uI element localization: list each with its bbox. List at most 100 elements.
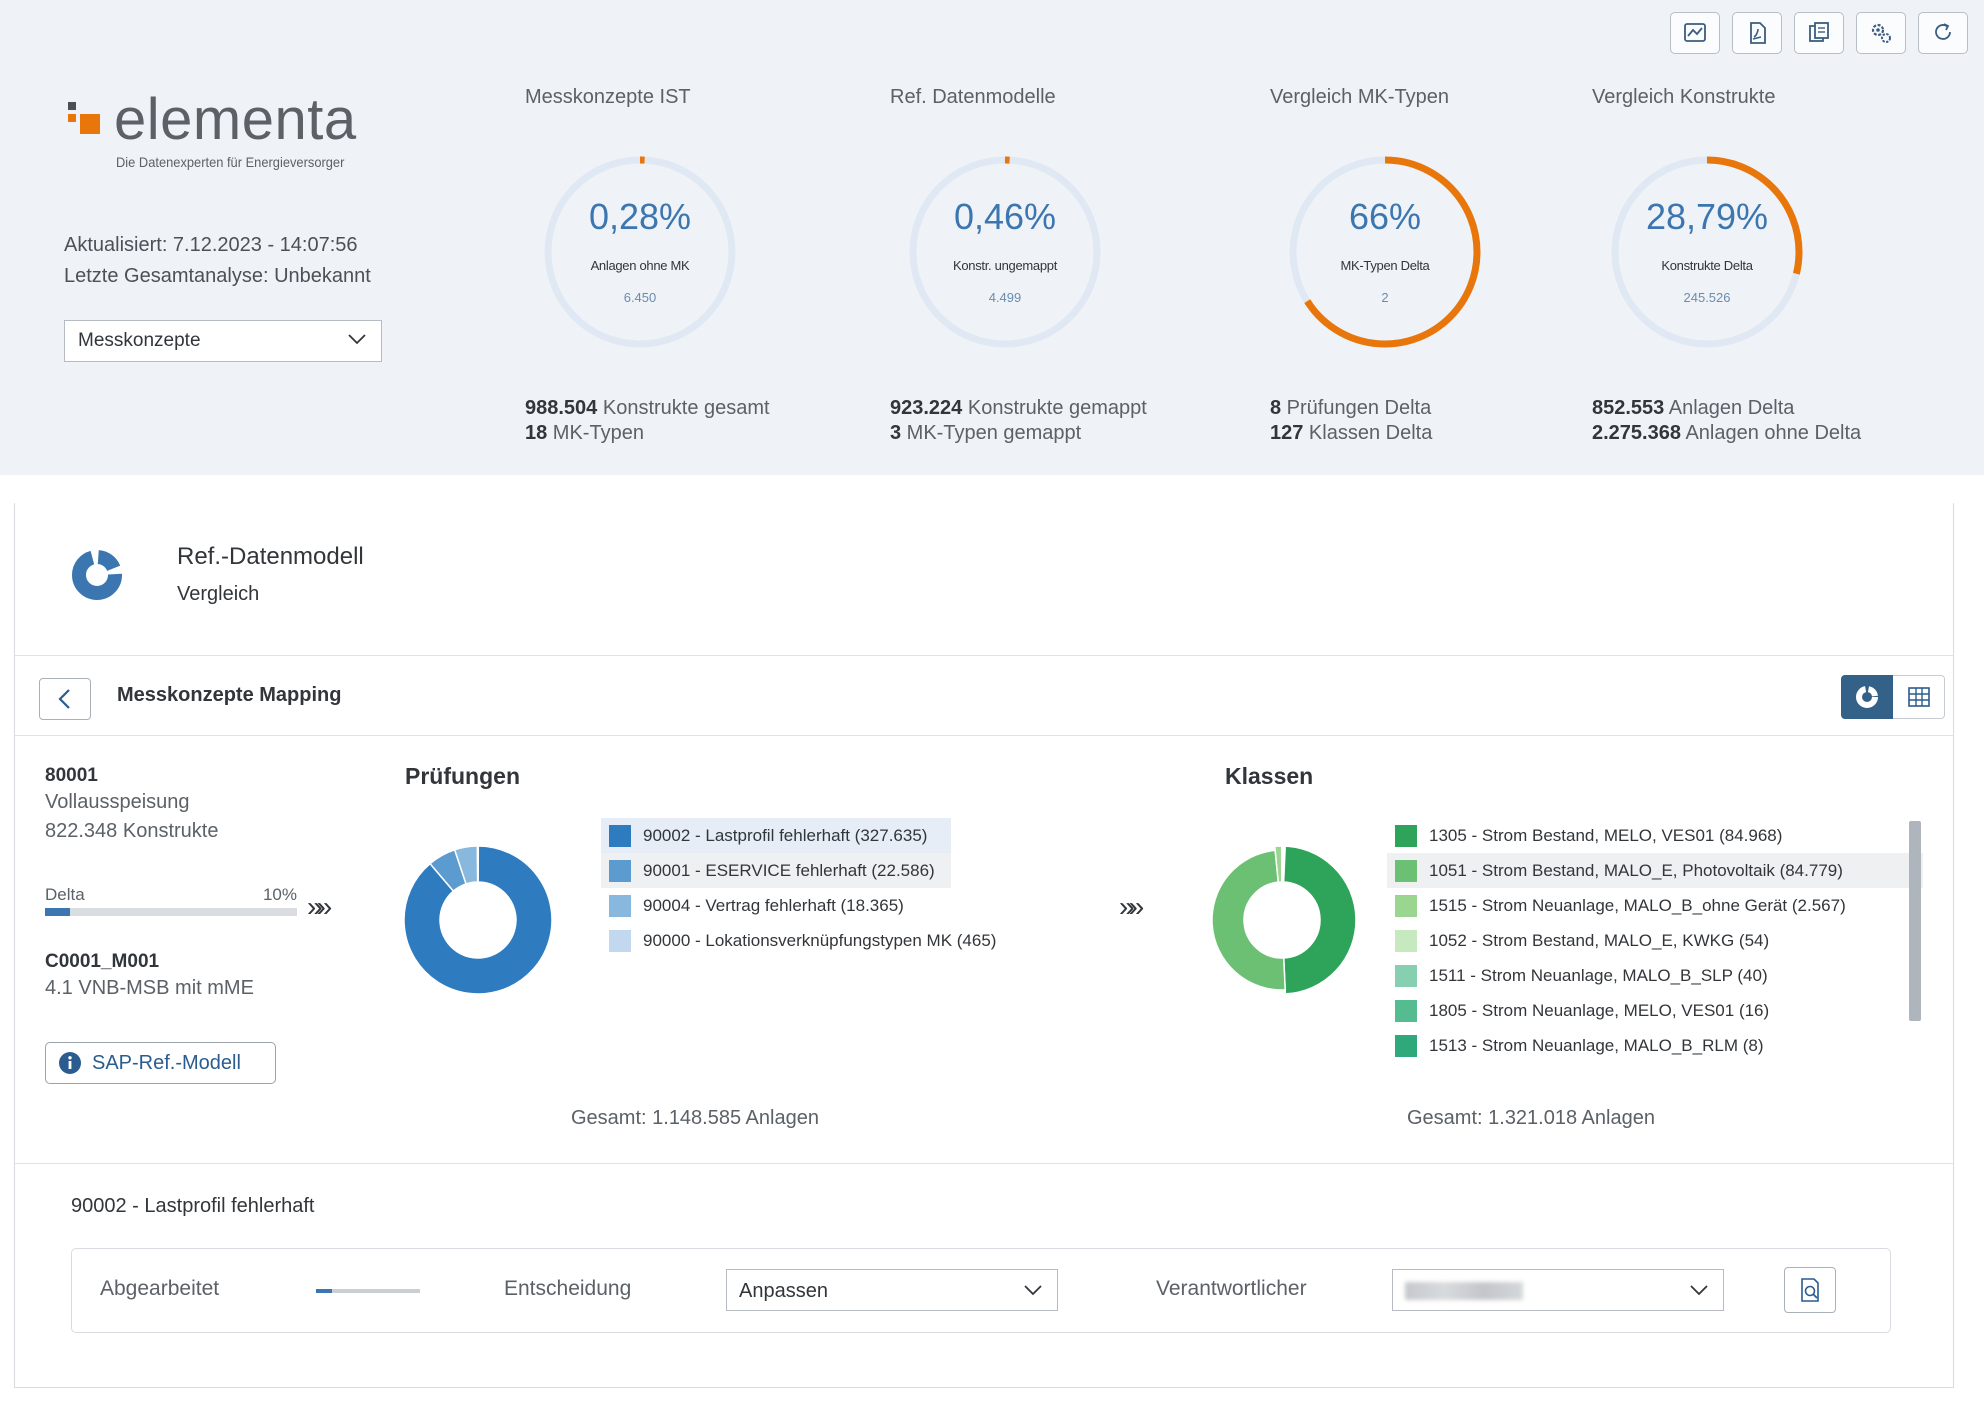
kpi-label: Anlagen ohne MK [590,258,690,273]
legend-swatch [1395,894,1417,917]
legend-item[interactable]: 1052 - Strom Bestand, MALO_E, KWKG (54) [1387,923,1923,958]
donut-slice[interactable] [1282,845,1287,883]
table-view-button[interactable] [1893,675,1945,719]
view-select[interactable]: Messkonzepte [64,320,382,362]
kpi-label: MK-Typen Delta [1340,258,1430,273]
kpi-value: 66% [1348,196,1422,237]
legend-item[interactable]: 90004 - Vertrag fehlerhaft (18.365) [601,888,951,923]
kpi-stat-number: 8 [1270,397,1282,419]
kpi-ring-arc [1611,156,1803,348]
legend-item[interactable]: 1051 - Strom Bestand, MALO_E, Photovolta… [1387,853,1923,888]
kpi-stat-number: 988.504 [525,397,598,419]
refresh-button[interactable] [1918,12,1968,54]
kpi-count: 245.526 [1683,290,1731,305]
legend-swatch [1395,1034,1417,1057]
kpi-stat-line: 852.553 Anlagen Delta [1592,396,1861,421]
reference-model-info: C0001_M001 4.1 VNB-MSB mit mME [45,951,254,1000]
toolbar [1670,12,1968,54]
kpi-stats: 988.504 Konstrukte gesamt 18 MK-Typen [525,396,770,446]
kpi-title: Vergleich MK-Typen [1270,86,1449,108]
kpi-count: 2 [1381,290,1389,305]
klassen-donut-chart[interactable] [1193,831,1371,1009]
kpi-ring-track [909,156,1101,348]
card-header: Ref.-Datenmodell Vergleich [15,503,1953,656]
legend-item[interactable]: 90000 - Lokationsverknüpfungstypen MK (4… [601,923,996,958]
donut-slice[interactable] [403,845,553,995]
kpi-ring-chart [1611,156,1803,348]
kpi-stat-line: 2.275.368 Anlagen ohne Delta [1592,421,1861,446]
kpi-stats: 852.553 Anlagen Delta 2.275.368 Anlagen o… [1592,396,1861,446]
legend-scrollbar[interactable] [1909,821,1921,1021]
abgearbeitet-progress [316,1289,420,1293]
chevron-left-icon [58,689,70,709]
redacted-owner-name [1405,1282,1523,1300]
kpi-ring: 66% MK-Typen Delta 2 [1285,152,1485,352]
detail-form: Abgearbeitet Entscheidung Anpassen Veran… [71,1248,1891,1333]
legend-label: 90002 - Lastprofil fehlerhaft (327.635) [643,825,928,845]
kpi-stat-line: 127 Klassen Delta [1270,421,1432,446]
klassen-legend: 1305 - Strom Bestand, MELO, VES01 (84.96… [1387,818,1923,1063]
inspect-button[interactable] [1784,1267,1836,1313]
brand-tagline: Die Datenexperten für Energieversorger [116,154,345,170]
detail-title: 90002 - Lastprofil fehlerhaft [71,1195,315,1217]
pruefungen-donut-chart[interactable] [389,831,567,1009]
chart-view-button[interactable] [1841,675,1893,719]
kpi-ring-track [544,156,736,348]
ref-datenmodell-card: Ref.-Datenmodell Vergleich Messkonzepte … [14,503,1954,1388]
kpi-count: 6.450 [623,290,657,305]
abgearbeitet-progress-fill [316,1289,332,1293]
pruefungen-total: Gesamt: 1.148.585 Anlagen [571,1107,819,1129]
sap-ref-model-label: SAP-Ref.-Modell [92,1051,241,1074]
kpi-stat-text: Prüfungen Delta [1281,397,1432,419]
section-bar: Messkonzepte Mapping [15,656,1953,736]
kpi-count: 4.499 [988,290,1022,305]
entscheidung-value: Anpassen [739,1280,828,1302]
legend-label: 90004 - Vertrag fehlerhaft (18.365) [643,895,904,915]
legend-item[interactable]: 1305 - Strom Bestand, MELO, VES01 (84.96… [1387,818,1923,853]
legend-label: 1052 - Strom Bestand, MALO_E, KWKG (54) [1429,930,1770,950]
view-select-value: Messkonzepte [78,330,201,351]
donut-chart-icon [72,550,122,600]
legend-item[interactable]: 90001 - ESERVICE fehlerhaft (22.586) [601,853,951,888]
legend-item[interactable]: 1515 - Strom Neuanlage, MALO_B_ohne Gerä… [1387,888,1923,923]
kpi-stat-text: Klassen Delta [1303,422,1433,444]
delta-progress-bar [45,908,297,916]
legend-swatch [1395,859,1417,882]
dashboard-header: elementa Die Datenexperten für Energieve… [0,0,1984,475]
kpi-stat-text: Konstrukte gesamt [597,397,770,419]
chevron-down-icon [1024,1285,1042,1296]
copy-document-icon [1809,22,1829,42]
entscheidung-select[interactable]: Anpassen [726,1269,1058,1311]
legend-item[interactable]: 1511 - Strom Neuanlage, MALO_B_SLP (40) [1387,958,1923,993]
legend-label: 1805 - Strom Neuanlage, MELO, VES01 (16) [1429,1000,1770,1020]
messkonzept-info: 80001 Vollausspeisung 822.348 Konstrukte [45,765,218,843]
section-title: Messkonzepte Mapping [117,684,342,706]
legend-swatch [609,929,631,952]
scrollbar-thumb[interactable] [1909,821,1921,1021]
back-button[interactable] [39,678,91,720]
brand-name: elementa [114,87,357,152]
card-subtitle: Vergleich [177,583,260,605]
legend-label: 90000 - Lokationsverknüpfungstypen MK (4… [643,930,997,950]
legend-item[interactable]: 1805 - Strom Neuanlage, MELO, VES01 (16) [1387,993,1923,1028]
kpi-stat-text: Anlagen Delta [1664,397,1795,419]
donut-slice[interactable] [476,845,480,883]
kpi-label: Konstrukte Delta [1661,258,1753,273]
legend-item[interactable]: 90002 - Lastprofil fehlerhaft (327.635) [601,818,951,853]
refresh-icon [1935,23,1951,40]
donut-slice[interactable] [1281,845,1357,995]
export-pdf-button[interactable] [1732,12,1782,54]
settings-button[interactable] [1856,12,1906,54]
analysis-image-button[interactable] [1670,12,1720,54]
messkonzept-code: 80001 [45,765,98,786]
document-search-icon [1801,1278,1819,1302]
donut-slice[interactable] [1211,849,1286,991]
verantwortlicher-select[interactable] [1392,1269,1724,1311]
reference-code: C0001_M001 [45,951,160,972]
legend-item[interactable]: 1513 - Strom Neuanlage, MALO_B_RLM (8) [1387,1028,1923,1063]
copy-document-button[interactable] [1794,12,1844,54]
kpi-stat-number: 127 [1270,422,1304,444]
kpi-stat-line: 3 MK-Typen gemappt [890,421,1147,446]
sap-ref-model-button[interactable]: SAP-Ref.-Modell [45,1042,276,1084]
legend-label: 1513 - Strom Neuanlage, MALO_B_RLM (8) [1429,1035,1764,1055]
